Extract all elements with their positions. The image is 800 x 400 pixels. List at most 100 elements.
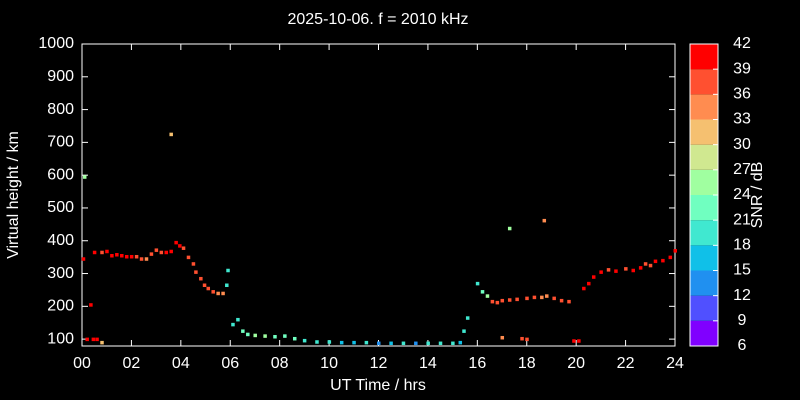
x-tick-label: 08 <box>271 355 289 372</box>
data-point <box>206 286 211 291</box>
data-point <box>451 341 455 346</box>
data-point <box>462 329 466 333</box>
x-tick-label: 04 <box>172 355 190 372</box>
colorbar-tick-label: 36 <box>733 86 751 103</box>
data-point <box>591 275 596 279</box>
x-tick-label: 18 <box>518 355 536 372</box>
data-point <box>614 269 618 273</box>
data-point <box>465 316 470 320</box>
data-point <box>643 262 648 266</box>
data-point <box>124 254 129 259</box>
data-point <box>485 294 490 298</box>
data-point <box>572 339 576 343</box>
data-point <box>292 336 297 341</box>
colorbar-tick-label: 27 <box>733 161 751 178</box>
data-point <box>377 341 381 346</box>
colorbar-swatch <box>690 144 718 170</box>
data-point <box>194 270 198 274</box>
x-tick-label: 24 <box>666 355 684 372</box>
data-point <box>85 337 89 342</box>
data-point <box>211 290 215 294</box>
data-point <box>191 262 196 266</box>
data-point <box>91 337 96 342</box>
data-point <box>480 290 485 294</box>
data-point <box>475 281 480 286</box>
data-point <box>105 249 109 254</box>
x-tick-label: 16 <box>468 355 486 372</box>
data-point <box>225 283 229 288</box>
colorbar-tick-label: 24 <box>733 186 751 203</box>
y-tick-label: 1000 <box>38 35 74 52</box>
y-axis-label: Virtual height / km <box>5 131 22 259</box>
data-point <box>582 286 586 291</box>
data-point <box>495 300 500 305</box>
data-point <box>178 244 182 248</box>
data-point <box>507 298 512 302</box>
data-point <box>315 340 319 344</box>
y-tick-label: 700 <box>47 134 74 151</box>
y-tick-label: 800 <box>47 101 74 118</box>
data-point <box>202 283 207 288</box>
data-point <box>500 335 505 340</box>
data-point <box>129 254 134 259</box>
x-tick-label: 22 <box>617 355 635 372</box>
data-point <box>401 341 406 346</box>
data-point <box>246 332 250 337</box>
colorbar-tick-label: 42 <box>733 35 751 52</box>
data-point <box>577 339 581 343</box>
data-point <box>154 248 159 252</box>
data-point <box>115 253 119 257</box>
colorbar-tick-label: 33 <box>733 111 751 128</box>
colorbar-swatch <box>690 270 718 296</box>
data-point <box>81 257 86 261</box>
x-tick-label: 10 <box>320 355 338 372</box>
data-point <box>668 255 673 260</box>
data-point <box>236 317 240 322</box>
data-point <box>263 334 267 338</box>
data-point <box>149 252 154 256</box>
colorbar-tick-label: 12 <box>733 287 751 304</box>
data-point <box>181 246 186 250</box>
data-point <box>525 337 529 342</box>
data-point <box>364 340 369 345</box>
data-point <box>302 338 307 343</box>
data-point <box>92 250 97 255</box>
colorbar-label: SNR / dB <box>749 162 766 229</box>
y-tick-label: 300 <box>47 265 74 282</box>
plot-frame <box>81 43 676 347</box>
x-tick-label: 20 <box>567 355 585 372</box>
data-point <box>624 267 628 271</box>
data-point <box>273 334 277 339</box>
data-point <box>500 298 505 303</box>
data-point <box>174 240 178 245</box>
data-point <box>95 337 99 342</box>
data-point <box>559 298 564 303</box>
colorbar-swatch <box>690 44 718 70</box>
x-tick-label: 14 <box>419 355 437 372</box>
data-point <box>532 295 537 300</box>
x-tick-label: 00 <box>73 355 91 372</box>
data-point <box>552 296 556 301</box>
colorbar-tick-label: 21 <box>733 211 751 228</box>
data-point <box>542 218 547 223</box>
data-point <box>327 340 332 344</box>
colorbar-swatch <box>690 195 718 221</box>
data-point <box>414 341 418 346</box>
data-point <box>221 291 225 296</box>
colorbar-tick-label: 39 <box>733 60 751 77</box>
colorbar-tick-label: 18 <box>733 237 751 254</box>
colorbar-tick-label: 6 <box>738 337 747 354</box>
data-point <box>507 226 512 231</box>
data-point <box>545 294 549 298</box>
data-point <box>120 253 124 258</box>
data-point <box>164 250 169 255</box>
y-tick-label: 200 <box>47 298 74 315</box>
data-point <box>525 296 529 301</box>
data-point <box>638 266 643 270</box>
colorbar-swatch <box>690 119 718 145</box>
data-point <box>226 268 230 273</box>
y-tick-label: 400 <box>47 232 74 249</box>
data-point <box>144 257 149 261</box>
data-point <box>100 250 104 255</box>
colorbar-swatch <box>690 295 718 321</box>
